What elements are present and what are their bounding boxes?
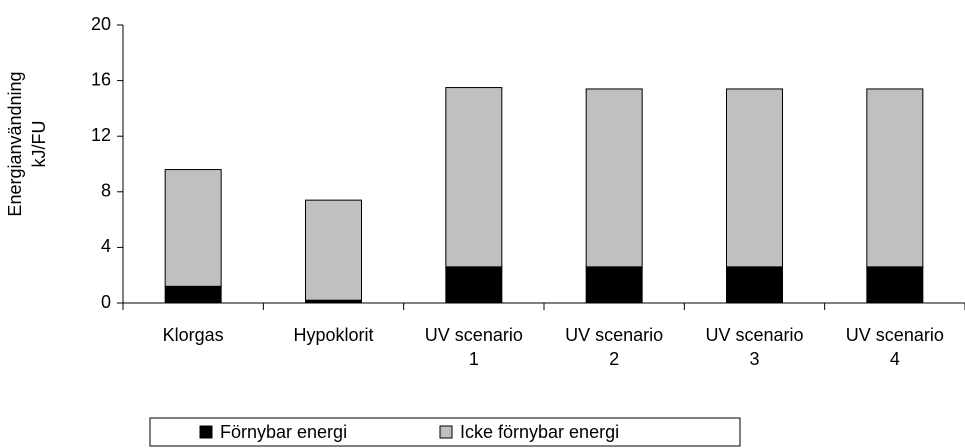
legend-label: Förnybar energi <box>220 422 347 442</box>
legend-swatch <box>439 425 453 439</box>
bar-segment <box>164 285 222 304</box>
y-tick-label: 4 <box>101 236 111 256</box>
bar-segment <box>445 266 503 304</box>
y-tick-label: 8 <box>101 181 111 201</box>
bar-segment <box>866 266 924 304</box>
legend-swatch <box>199 425 213 439</box>
y-tick-label: 16 <box>91 69 111 89</box>
y-tick-label: 20 <box>91 14 111 34</box>
bar-segment <box>726 266 783 304</box>
x-tick-label: UV scenario 3 <box>705 325 804 369</box>
y-axis-label: Energianvändning kJ/FU <box>5 71 49 217</box>
bar-segment <box>164 169 222 287</box>
bar-segment <box>305 199 362 301</box>
x-tick-label: Hypoklorit <box>293 325 374 345</box>
y-tick-label: 12 <box>91 125 111 145</box>
y-tick-label: 0 <box>101 292 111 312</box>
bar-segment <box>585 88 643 268</box>
x-tick-label: UV scenario 2 <box>565 325 664 369</box>
bar-segment <box>445 87 503 268</box>
bar-segment <box>726 88 783 268</box>
x-tick-label: Klorgas <box>162 325 224 345</box>
x-tick-label: UV scenario 1 <box>424 325 523 369</box>
x-tick-label: UV scenario 4 <box>845 325 944 369</box>
bar-segment <box>585 266 643 304</box>
bar-segment <box>866 88 924 268</box>
legend-label: Icke förnybar energi <box>460 422 619 442</box>
